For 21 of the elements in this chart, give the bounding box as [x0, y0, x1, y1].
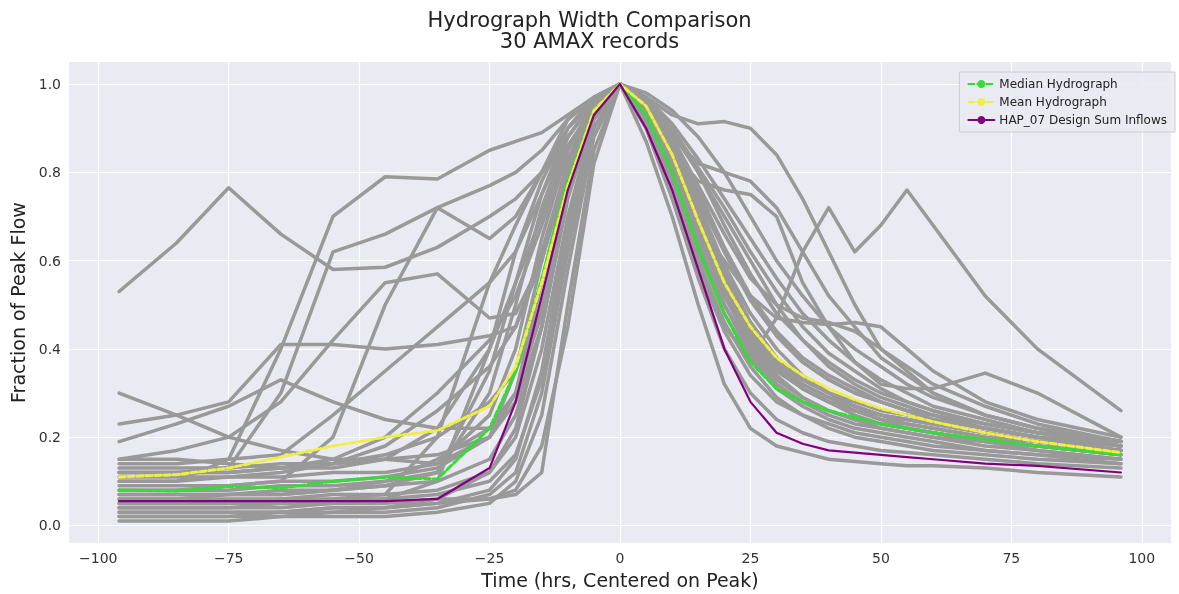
x-tick-label: −25: [474, 550, 505, 567]
x-tick-label: 75: [1002, 550, 1021, 567]
x-tick-label: 25: [741, 550, 760, 567]
y-tick-label: 1.0: [38, 76, 61, 93]
y-tick-label: 0.6: [38, 252, 62, 269]
x-tick-label: −100: [78, 550, 118, 567]
y-tick-label: 0.4: [38, 340, 62, 357]
legend-label: HAP_07 Design Sum Inflows: [999, 113, 1167, 127]
y-tick-label: 0.8: [38, 164, 61, 181]
y-tick-label: 0.2: [38, 429, 61, 446]
y-axis-title: Fraction of Peak Flow: [6, 202, 29, 403]
x-tick-label: −75: [213, 550, 244, 567]
y-tick-label: 0.0: [38, 517, 61, 534]
x-tick-label: −50: [344, 550, 374, 567]
chart-title: Hydrograph Width Comparison: [427, 7, 752, 32]
x-tick-label: 100: [1128, 550, 1156, 567]
legend-label: Mean Hydrograph: [999, 95, 1107, 109]
x-axis-title: Time (hrs, Centered on Peak): [480, 568, 759, 591]
x-tick-label: 0: [615, 550, 625, 567]
legend-label: Median Hydrograph: [999, 77, 1118, 91]
x-tick-label: 50: [871, 550, 890, 567]
